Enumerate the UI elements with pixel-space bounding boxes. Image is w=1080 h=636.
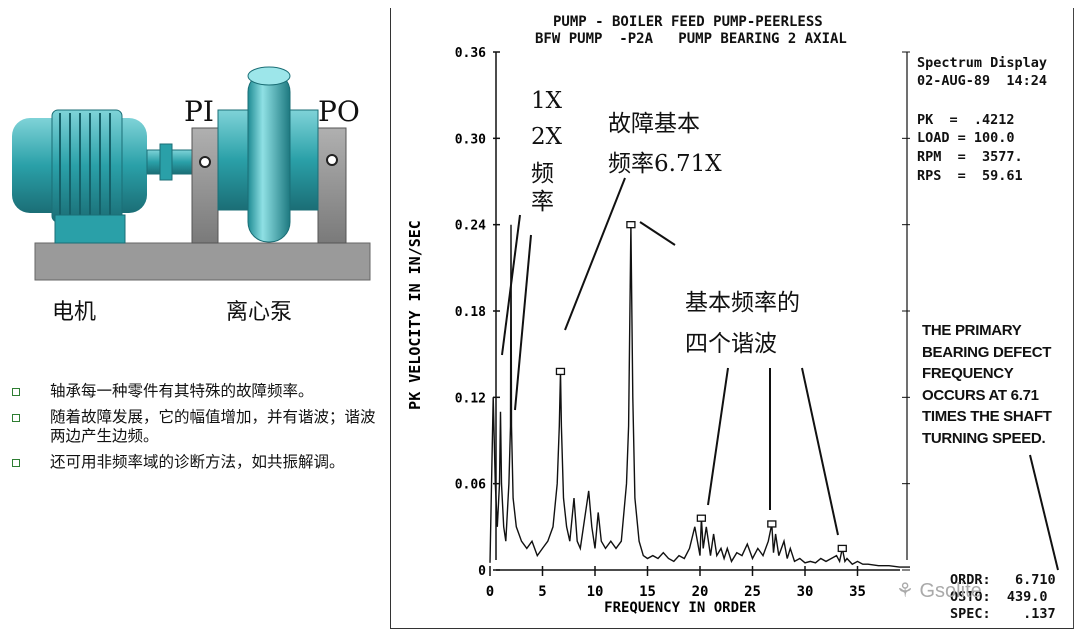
chart-title: PUMP - BOILER FEED PUMP-PEERLESS [553,14,823,30]
motor-pump-drawing [12,66,371,281]
po-label: PO [318,95,360,128]
annotation-fault-1: 故障基本 [608,111,700,137]
arrow-peak-2 [639,221,676,246]
info-pk: PK = .4212 [917,112,1015,128]
list-item: 还可用非频率域的诊断方法，如共振解调。 [8,453,378,472]
footer-osto: OSTO: 439.0 [950,589,1048,605]
x-tick-label: 30 [797,584,814,600]
annotation-2x: 2X [531,124,563,150]
list-item: 轴承每一种零件有其特殊的故障频率。 [8,382,378,401]
y-tick-label: 0.06 [455,478,486,493]
annotation-freq-1: 频 [531,161,554,187]
y-tick-label: 0.12 [455,391,486,406]
x-tick-label: 20 [692,584,709,600]
info-datetime: 02-AUG-89 14:24 [917,73,1048,89]
info-title: Spectrum Display [917,55,1048,71]
harmonic-marker [837,544,847,553]
y-tick-label: 0.24 [455,219,486,234]
x-tick-label: 15 [639,584,656,600]
list-item: 随着故障发展，它的幅值增加，并有谐波；谐波两边产生边频。 [8,408,378,446]
motor-foot [54,214,126,244]
pump-volute [247,71,291,243]
x-axis-title: FREQUENCY IN ORDER [604,600,756,616]
bullet-square-icon [12,414,20,422]
annotation-fault-2: 频率6.71X [608,151,722,177]
y-tick-label: 0.18 [455,305,486,320]
bullet-square-icon [12,459,20,467]
bullet-square-icon [12,388,20,396]
annotation-1x: 1X [531,88,563,114]
harmonic-marker [696,514,707,522]
y-tick-label: 0.30 [455,132,486,147]
arrow-harmonic-1 [707,367,729,506]
info-rpm: RPM = 3577. [917,149,1023,165]
base-plate [34,242,371,281]
harmonic-markers [555,221,847,553]
spectrum-chart: 0.36 0.30 0.24 0.18 0.12 0.06 0 0 5 10 15 20 25 30 35… [406,46,910,616]
harmonic-marker [767,520,777,528]
x-axis: 0 5 10 15 20 25 30 35 [486,566,866,600]
motor-pump-illustration [0,55,380,290]
x-tick-label: 25 [744,584,761,600]
arrow-harmonic-3 [801,367,839,536]
pump-support-right [317,127,347,244]
spectrum-panel [390,8,1074,629]
y-tick-label: 0.36 [455,46,486,61]
pump-support-left [191,127,219,244]
y-axis-label: PK VELOCITY IN IN/SEC [406,220,424,410]
arrow-1x [501,214,521,356]
arrow-fault [564,177,626,331]
footer-spec: SPEC: .137 [950,606,1056,622]
chart-subtitle: BFW PUMP -P2A PUMP BEARING 2 AXIAL [535,31,847,47]
harmonic-marker [626,221,636,229]
info-rps: RPS = 59.61 [917,168,1023,184]
annotation-harm-2: 四个谐波 [685,331,777,357]
arrow-note [1029,454,1059,571]
y-axis: 0.36 0.30 0.24 0.18 0.12 0.06 0 [455,46,910,579]
arrow-2x [514,234,532,411]
watermark: ⚘ Gsolite [896,580,982,602]
x-tick-label: 10 [587,584,604,600]
x-tick-label: 0 [486,584,494,600]
motor-caption: 电机 [52,300,97,325]
spectrum-series [489,224,910,568]
x-tick-label: 5 [538,584,546,600]
annotation-harm-1: 基本频率的 [685,290,800,316]
x-tick-label: 35 [849,584,866,600]
info-load: LOAD = 100.0 [917,130,1015,146]
footer-ordr: ORDR: 6.710 [950,572,1056,588]
annotation-arrows [501,177,1059,571]
annotation-freq-2: 率 [531,189,554,215]
bullet-list: 轴承每一种零件有其特殊的故障频率。 随着故障发展，它的幅值增加，并有谐波；谐波两… [8,382,378,479]
pi-label: PI [184,95,214,128]
y-tick-label: 0 [478,564,486,579]
defect-note: THE PRIMARY BEARING DEFECT FREQUENCY OCCUR… [922,322,1052,447]
pump-caption: 离心泵 [226,300,293,325]
harmonic-marker [555,367,566,376]
